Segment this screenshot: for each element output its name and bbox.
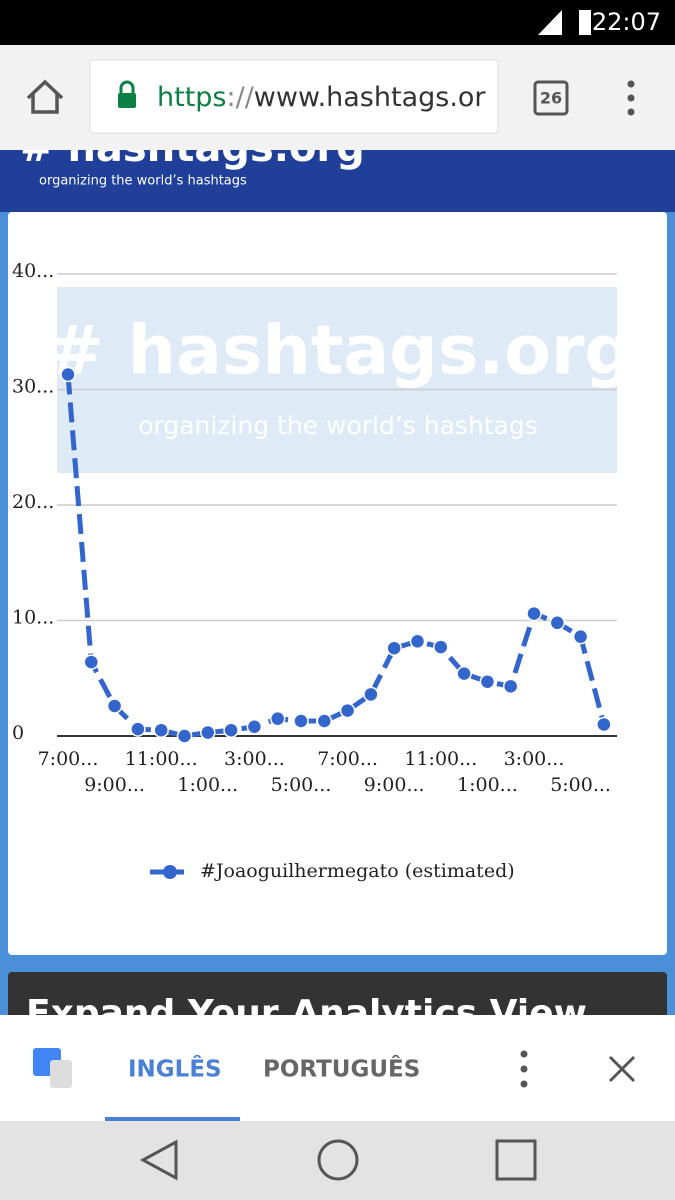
x-tick-label: 5:00...	[271, 774, 332, 796]
lock-shackle	[119, 80, 135, 93]
x-tick-label: 9:00...	[84, 774, 145, 796]
data-point	[339, 702, 356, 719]
x-tick-label: 11:00...	[404, 748, 477, 770]
status-bar: 22:07	[0, 0, 675, 45]
data-point	[456, 665, 472, 682]
translate-icon-back	[50, 1060, 72, 1088]
series-line	[65, 374, 607, 739]
legend-marker	[163, 865, 177, 879]
x-tick-label: 11:00...	[125, 748, 198, 770]
watermark-box	[57, 287, 617, 473]
legend-label: #Joaoguilhermegato (estimated)	[200, 860, 515, 882]
data-point	[246, 719, 263, 735]
url-separator: ://	[227, 82, 255, 113]
battery-icon	[579, 10, 591, 35]
url-host: www.hashtags.or	[254, 82, 487, 113]
data-point	[293, 713, 309, 729]
tab-count: 26	[540, 89, 562, 108]
data-point	[200, 724, 216, 741]
home-button[interactable]	[317, 1139, 359, 1181]
x-tick-label: 5:00...	[550, 774, 611, 796]
y-tick-label: 40...	[12, 260, 54, 282]
watermark-tagline: organizing the world’s hashtags	[138, 411, 538, 440]
browser-bar: https://www.hashtags.or 26	[0, 45, 675, 150]
site-tagline: organizing the world’s hashtags	[39, 174, 247, 189]
data-point	[153, 722, 169, 738]
data-point	[549, 615, 566, 631]
site-logo: # hashtags.org	[20, 125, 365, 171]
data-point	[269, 710, 286, 727]
data-point	[596, 716, 612, 733]
chart: 0 10... 20... 30... 40... 7:00... 9:00... 11:00…	[12, 260, 617, 882]
url: https://www.hashtags.or	[157, 82, 486, 113]
translate-bar-bg	[0, 1015, 675, 1121]
language-tab[interactable]: INGLÊS	[128, 1055, 222, 1083]
x-tick-label: 7:00...	[38, 748, 99, 770]
y-tick-label: 30...	[12, 376, 54, 398]
data-point	[502, 678, 519, 695]
data-point	[479, 673, 496, 690]
home-icon[interactable]	[26, 79, 64, 114]
tab-switcher[interactable]	[533, 80, 569, 116]
header-bar	[0, 150, 675, 212]
y-tick-label: 0	[12, 722, 24, 744]
data-point	[316, 713, 333, 729]
x-tick-label: 3:00...	[224, 748, 285, 770]
recents-button[interactable]	[495, 1139, 537, 1181]
nav-bar	[0, 1121, 675, 1200]
data-point	[409, 633, 426, 650]
y-tick-label: 10...	[12, 607, 54, 629]
x-tick-label: 1:00...	[177, 774, 238, 796]
nav-bar-bg	[0, 1121, 675, 1200]
clock: 22:07	[592, 8, 661, 36]
close-button[interactable]	[608, 1055, 636, 1083]
x-tick-label: 3:00...	[504, 748, 565, 770]
data-point	[83, 654, 100, 670]
translate-bar: INGLÊS PORTUGUÊS	[0, 1015, 675, 1121]
data-point	[106, 698, 123, 714]
data-point	[176, 728, 193, 744]
language-tab[interactable]: PORTUGUÊS	[263, 1055, 420, 1083]
data-point	[130, 721, 146, 737]
data-point	[572, 628, 589, 645]
url-box[interactable]	[89, 59, 499, 134]
data-point	[363, 686, 379, 703]
menu-button[interactable]	[520, 1050, 528, 1088]
x-tick-label: 9:00...	[364, 774, 425, 796]
data-point	[60, 366, 76, 383]
browser-menu[interactable]	[627, 80, 635, 116]
data-point	[526, 605, 542, 622]
data-point	[433, 639, 449, 655]
url-scheme: https	[157, 82, 227, 113]
active-tab-indicator	[105, 1117, 240, 1121]
signal-icon	[538, 10, 562, 35]
status-bar-bg	[0, 0, 675, 45]
data-point	[223, 722, 239, 738]
back-button[interactable]	[139, 1139, 178, 1181]
x-tick-label: 1:00...	[457, 774, 518, 796]
y-tick-label: 20...	[12, 491, 54, 513]
data-point	[386, 640, 402, 656]
watermark: # hashtags.org organizing the world’s ha…	[47, 287, 633, 473]
lock-icon	[118, 93, 136, 108]
watermark-logo: # hashtags.org	[47, 312, 633, 391]
x-tick-label: 7:00...	[317, 748, 378, 770]
site-header: # hashtags.org organizing the world’s ha…	[0, 125, 675, 212]
